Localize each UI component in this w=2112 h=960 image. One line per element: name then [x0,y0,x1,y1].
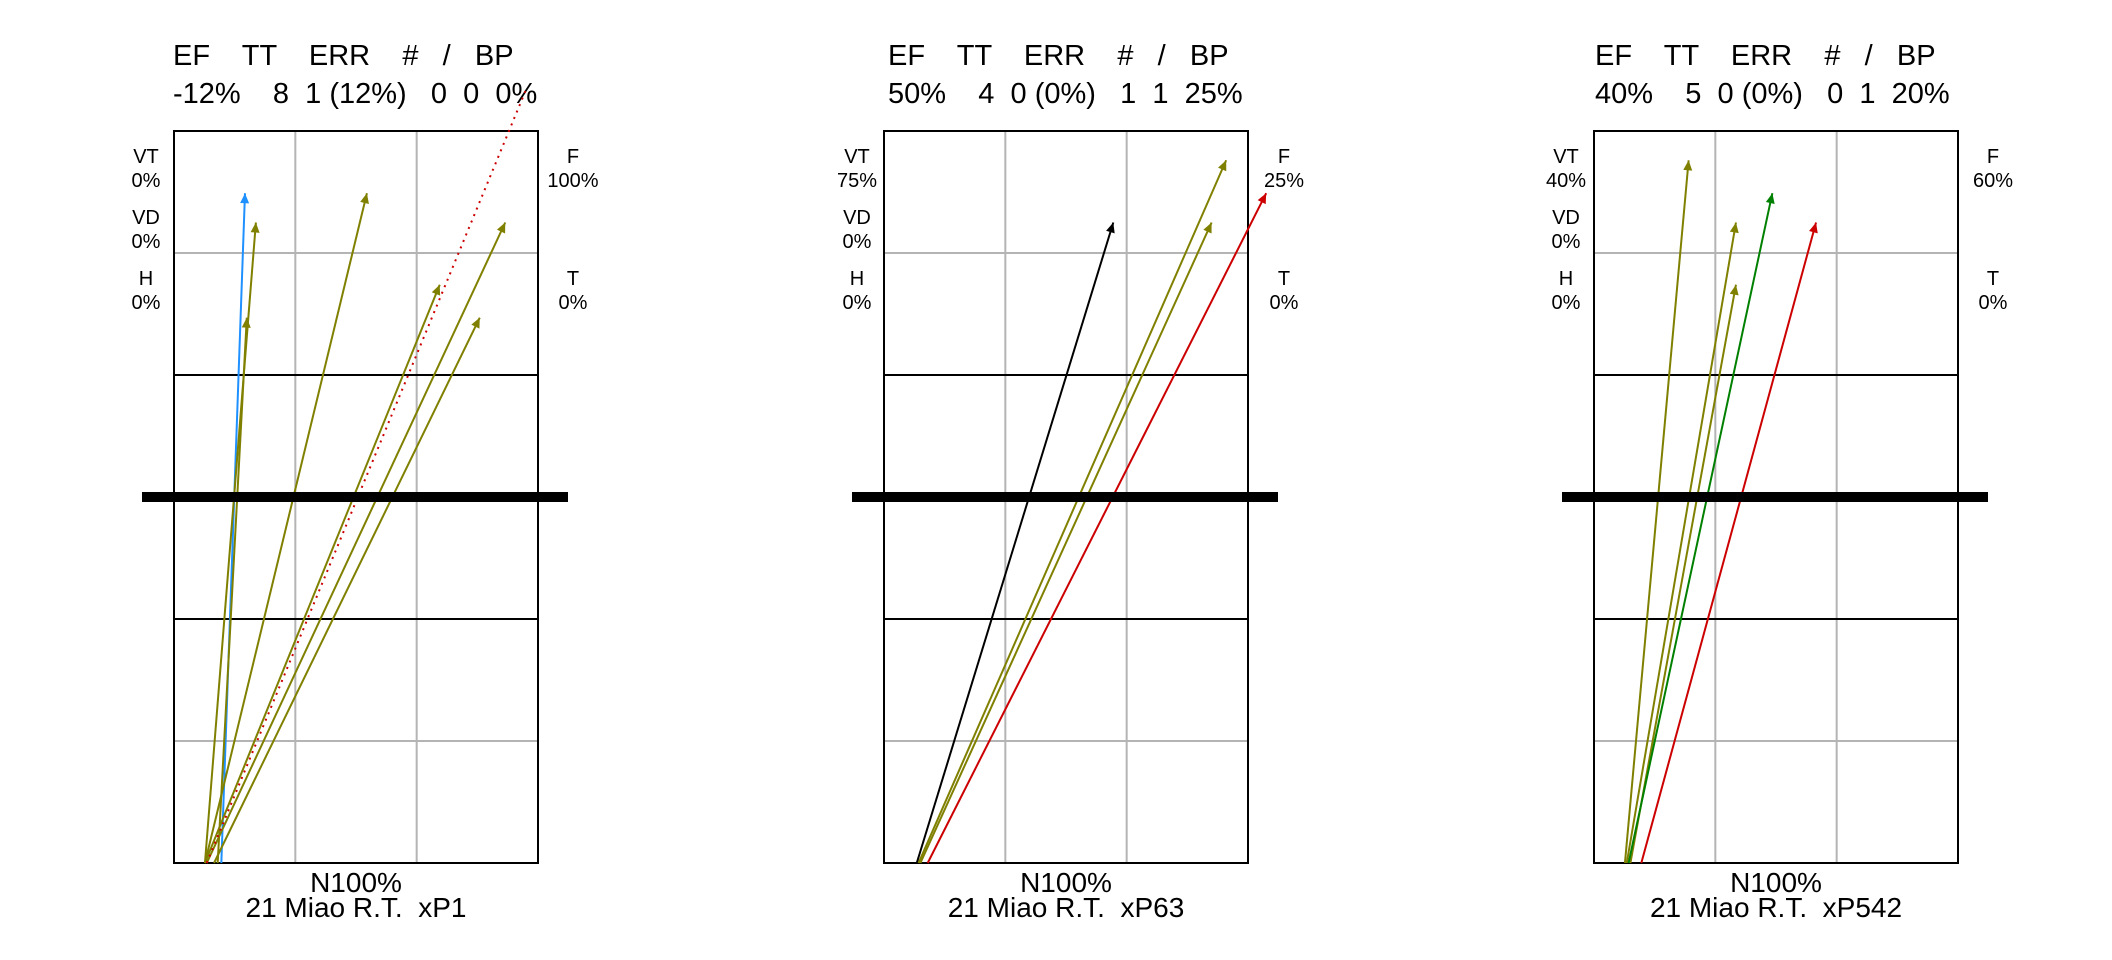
arrowhead-3 [1729,284,1739,296]
vt-value: 75% [836,170,878,192]
vd-stat: VD 0% [116,206,176,254]
arrowhead-5 [431,284,441,296]
t-label: T [1986,268,2000,290]
trajectory-line-2 [1625,222,1737,864]
header-labels: EF TT ERR # / BP [888,40,1229,72]
arrowhead-1 [240,193,250,204]
footer-subject: 21 Miao R.T. xP542 [1649,892,1903,923]
vt-label: VT [844,146,870,168]
f-stat: F 60% [1963,145,2023,193]
arrowhead-1 [1683,160,1693,171]
vd-label: VD [1552,207,1580,229]
footer-primary: N100% [1730,867,1822,898]
chart-panel-2: EF TT ERR # / BP 50% 4 0 (0%) 1 1 25% VT… [704,0,1408,960]
vt-stat: VT 0% [116,145,176,193]
h-label: H [1558,268,1574,290]
trajectory-line-1 [220,193,246,864]
vd-stat: VD 0% [1536,206,1596,254]
vd-label: VD [132,207,160,229]
t-stat: T 0% [1963,267,2023,315]
trajectory-line-2 [917,159,1228,864]
t-value: 0% [1269,292,1299,314]
plot-area [852,130,1278,864]
t-value: 0% [558,292,588,314]
arrowhead-3 [1203,222,1212,234]
arrowhead-5 [1809,222,1818,234]
header-values: -12% 8 1 (12%) 0 0 0% [173,78,538,110]
vd-stat: VD 0% [827,206,887,254]
footer-subject: 21 Miao R.T. xP1 [245,892,467,923]
arrowhead-4 [1765,193,1775,204]
h-label: H [849,268,865,290]
footer-subject: 21 Miao R.T. xP63 [947,892,1185,923]
t-stat: T 0% [543,267,603,315]
trajectory-line-3 [919,222,1213,864]
f-label: F [1986,146,2000,168]
vt-value: 40% [1545,170,1587,192]
h-stat: H 0% [827,267,887,315]
plot-area [142,86,568,864]
arrowhead-7 [471,317,480,329]
arrowhead-4 [360,193,369,204]
footer-primary: N100% [1020,867,1112,898]
chart-panel-3: EF TT ERR # / BP 40% 5 0 (0%) 0 1 20% VT… [1408,0,2112,960]
arrowhead-1 [1106,222,1115,234]
f-value: 25% [1263,170,1305,192]
trajectory-line-1 [1623,160,1690,864]
vt-label: VT [133,146,159,168]
arrowhead-4 [1257,193,1267,205]
header-labels: EF TT ERR # / BP [173,40,514,72]
vd-value: 0% [1551,231,1581,253]
trajectory-line-4 [926,192,1268,864]
f-value: 100% [547,170,599,192]
f-label: F [1277,146,1291,168]
header-values: 50% 4 0 (0%) 1 1 25% [888,78,1243,110]
vt-stat: VT 40% [1536,145,1596,193]
vt-label: VT [1553,146,1579,168]
vd-value: 0% [842,231,872,253]
chart-panel-1: EF TT ERR # / BP -12% 8 1 (12%) 0 0 0% V… [0,0,704,960]
f-stat: F 100% [543,145,603,193]
h-stat: H 0% [1536,267,1596,315]
t-value: 0% [1978,292,2008,314]
h-stat: H 0% [116,267,176,315]
trajectory-line-2 [203,222,257,864]
plot-area [1562,130,1988,864]
footer-primary: N100% [310,867,402,898]
vt-value: 0% [131,170,161,192]
trajectory-line-5 [204,284,441,864]
header-values: 40% 5 0 (0%) 0 1 20% [1595,78,1950,110]
h-value: 0% [842,292,872,314]
f-value: 60% [1972,170,2014,192]
trajectory-line-7 [213,317,481,864]
trajectory-line-4 [203,192,368,864]
header-labels: EF TT ERR # / BP [1595,40,1936,72]
trajectory-line-6 [205,222,507,864]
f-stat: F 25% [1254,145,1314,193]
arrowhead-2 [250,222,260,233]
trajectory-line-5 [1640,222,1818,864]
t-stat: T 0% [1254,267,1314,315]
t-label: T [1277,268,1291,290]
trajectory-line-3 [1629,284,1737,864]
arrowhead-2 [1218,160,1227,172]
trajectory-line-1 [915,222,1115,864]
h-label: H [138,268,154,290]
t-label: T [566,268,580,290]
vd-value: 0% [131,231,161,253]
f-label: F [566,146,580,168]
h-value: 0% [131,292,161,314]
vt-stat: VT 75% [827,145,887,193]
arrowhead-3 [241,317,251,328]
vd-label: VD [843,207,871,229]
arrowhead-2 [1729,222,1739,234]
arrowhead-6 [496,222,506,234]
trajectory-line-3 [216,317,248,864]
trajectory-line-4 [1627,193,1774,864]
h-value: 0% [1551,292,1581,314]
